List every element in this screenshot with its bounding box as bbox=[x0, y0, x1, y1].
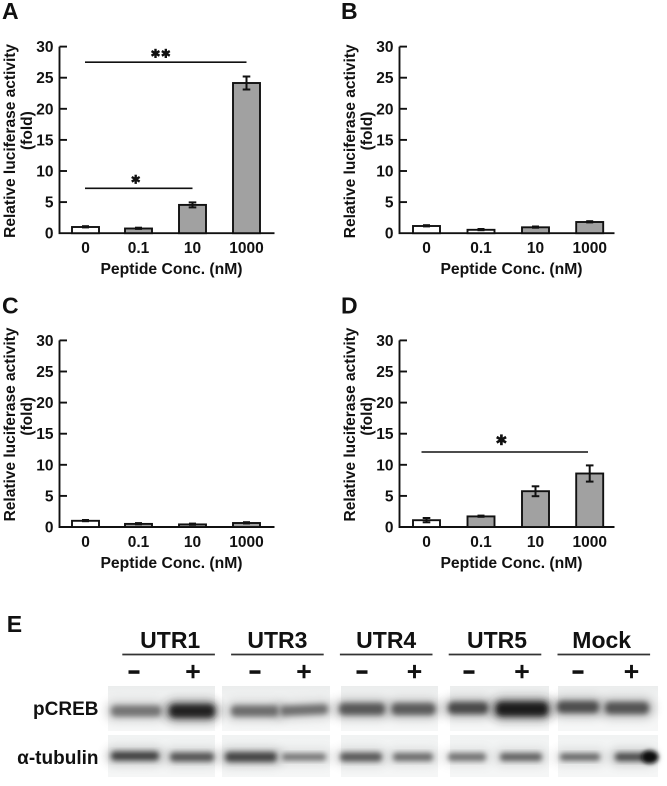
svg-text:α-tubulin: α-tubulin bbox=[17, 748, 98, 769]
svg-text:10: 10 bbox=[376, 457, 393, 474]
svg-text:5: 5 bbox=[45, 488, 54, 505]
svg-text:Peptide Conc. (nM): Peptide Conc. (nM) bbox=[440, 555, 582, 572]
svg-text:(fold): (fold) bbox=[19, 111, 36, 150]
svg-text:15: 15 bbox=[376, 132, 394, 149]
svg-text:25: 25 bbox=[376, 364, 394, 381]
svg-text:UTR4: UTR4 bbox=[356, 627, 416, 653]
svg-text:0: 0 bbox=[422, 534, 431, 551]
svg-text:10: 10 bbox=[36, 457, 53, 474]
svg-text:C: C bbox=[2, 293, 19, 319]
svg-text:B: B bbox=[341, 0, 358, 24]
svg-text:25: 25 bbox=[36, 364, 54, 381]
svg-text:5: 5 bbox=[385, 488, 394, 505]
svg-text:Mock: Mock bbox=[572, 627, 631, 653]
svg-text:0.1: 0.1 bbox=[470, 240, 492, 257]
svg-text:15: 15 bbox=[36, 426, 54, 443]
svg-text:UTR3: UTR3 bbox=[247, 627, 307, 653]
svg-text:1000: 1000 bbox=[572, 240, 606, 257]
svg-text:0: 0 bbox=[385, 520, 394, 537]
svg-text:A: A bbox=[2, 0, 19, 24]
svg-text:25: 25 bbox=[376, 70, 394, 87]
svg-text:10: 10 bbox=[184, 240, 201, 257]
svg-text:Relative luciferase activity: Relative luciferase activity bbox=[2, 44, 19, 238]
svg-text:5: 5 bbox=[45, 195, 54, 212]
svg-text:1000: 1000 bbox=[229, 534, 263, 551]
svg-text:(fold): (fold) bbox=[359, 397, 376, 436]
svg-text:(fold): (fold) bbox=[19, 397, 36, 436]
svg-text:10: 10 bbox=[184, 534, 201, 551]
svg-text:20: 20 bbox=[376, 395, 393, 412]
svg-text:0: 0 bbox=[45, 520, 54, 537]
svg-text:Relative luciferase activity: Relative luciferase activity bbox=[342, 327, 359, 521]
svg-text:Peptide Conc. (nM): Peptide Conc. (nM) bbox=[100, 555, 242, 572]
svg-text:0: 0 bbox=[385, 226, 394, 243]
svg-text:Relative luciferase activity: Relative luciferase activity bbox=[2, 327, 19, 521]
svg-text:20: 20 bbox=[36, 395, 53, 412]
svg-text:0: 0 bbox=[81, 240, 90, 257]
svg-text:10: 10 bbox=[527, 534, 544, 551]
svg-text:25: 25 bbox=[36, 70, 54, 87]
svg-text:1000: 1000 bbox=[572, 534, 606, 551]
svg-text:20: 20 bbox=[376, 101, 393, 118]
svg-text:(fold): (fold) bbox=[359, 112, 376, 151]
svg-text:15: 15 bbox=[36, 132, 54, 149]
svg-text:15: 15 bbox=[376, 426, 394, 443]
svg-text:pCREB: pCREB bbox=[33, 699, 98, 720]
svg-text:20: 20 bbox=[36, 101, 53, 118]
svg-text:30: 30 bbox=[376, 39, 393, 56]
svg-text:D: D bbox=[341, 293, 358, 319]
svg-text:0.1: 0.1 bbox=[470, 534, 492, 551]
svg-text:UTR5: UTR5 bbox=[467, 627, 527, 653]
svg-text:Peptide Conc. (nM): Peptide Conc. (nM) bbox=[100, 261, 242, 278]
svg-text:30: 30 bbox=[376, 333, 393, 350]
svg-text:0.1: 0.1 bbox=[128, 240, 150, 257]
svg-text:30: 30 bbox=[36, 333, 53, 350]
svg-text:Relative luciferase activity: Relative luciferase activity bbox=[342, 44, 359, 238]
svg-text:0: 0 bbox=[422, 240, 431, 257]
svg-text:10: 10 bbox=[36, 164, 53, 181]
svg-text:10: 10 bbox=[376, 164, 393, 181]
svg-text:UTR1: UTR1 bbox=[140, 627, 200, 653]
svg-text:0.1: 0.1 bbox=[128, 534, 150, 551]
svg-text:Peptide Conc. (nM): Peptide Conc. (nM) bbox=[440, 261, 582, 278]
svg-text:0: 0 bbox=[81, 534, 90, 551]
svg-text:5: 5 bbox=[385, 195, 394, 212]
svg-text:E: E bbox=[7, 611, 22, 637]
svg-text:1000: 1000 bbox=[229, 240, 263, 257]
svg-text:30: 30 bbox=[36, 39, 53, 56]
svg-text:10: 10 bbox=[527, 240, 544, 257]
svg-text:0: 0 bbox=[45, 226, 54, 243]
